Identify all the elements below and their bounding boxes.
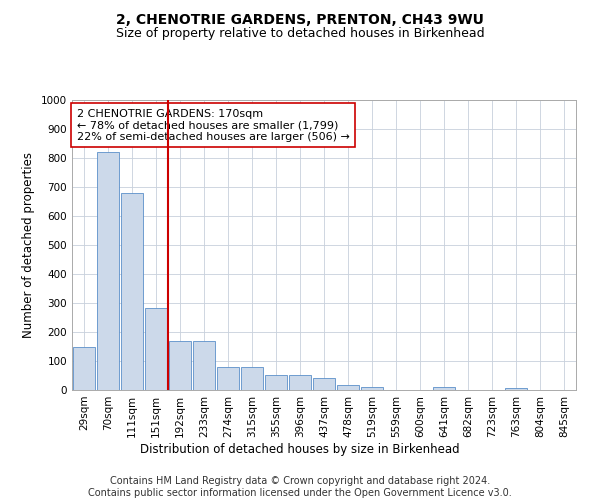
Bar bbox=[265, 375, 287, 390]
Text: Size of property relative to detached houses in Birkenhead: Size of property relative to detached ho… bbox=[116, 28, 484, 40]
Text: 2 CHENOTRIE GARDENS: 170sqm
← 78% of detached houses are smaller (1,799)
22% of : 2 CHENOTRIE GARDENS: 170sqm ← 78% of det… bbox=[77, 108, 350, 142]
Bar bbox=[505, 388, 527, 390]
Bar bbox=[145, 308, 167, 390]
Bar bbox=[289, 375, 311, 390]
Bar bbox=[169, 340, 191, 390]
Bar bbox=[241, 368, 263, 390]
Bar bbox=[193, 340, 215, 390]
Bar bbox=[433, 387, 455, 390]
Bar bbox=[313, 378, 335, 390]
Bar bbox=[337, 385, 359, 390]
Text: Contains HM Land Registry data © Crown copyright and database right 2024.
Contai: Contains HM Land Registry data © Crown c… bbox=[88, 476, 512, 498]
Bar bbox=[361, 386, 383, 390]
Bar bbox=[97, 152, 119, 390]
Y-axis label: Number of detached properties: Number of detached properties bbox=[22, 152, 35, 338]
Bar bbox=[217, 368, 239, 390]
Bar bbox=[121, 193, 143, 390]
Text: 2, CHENOTRIE GARDENS, PRENTON, CH43 9WU: 2, CHENOTRIE GARDENS, PRENTON, CH43 9WU bbox=[116, 12, 484, 26]
Bar bbox=[73, 347, 95, 390]
Text: Distribution of detached houses by size in Birkenhead: Distribution of detached houses by size … bbox=[140, 442, 460, 456]
